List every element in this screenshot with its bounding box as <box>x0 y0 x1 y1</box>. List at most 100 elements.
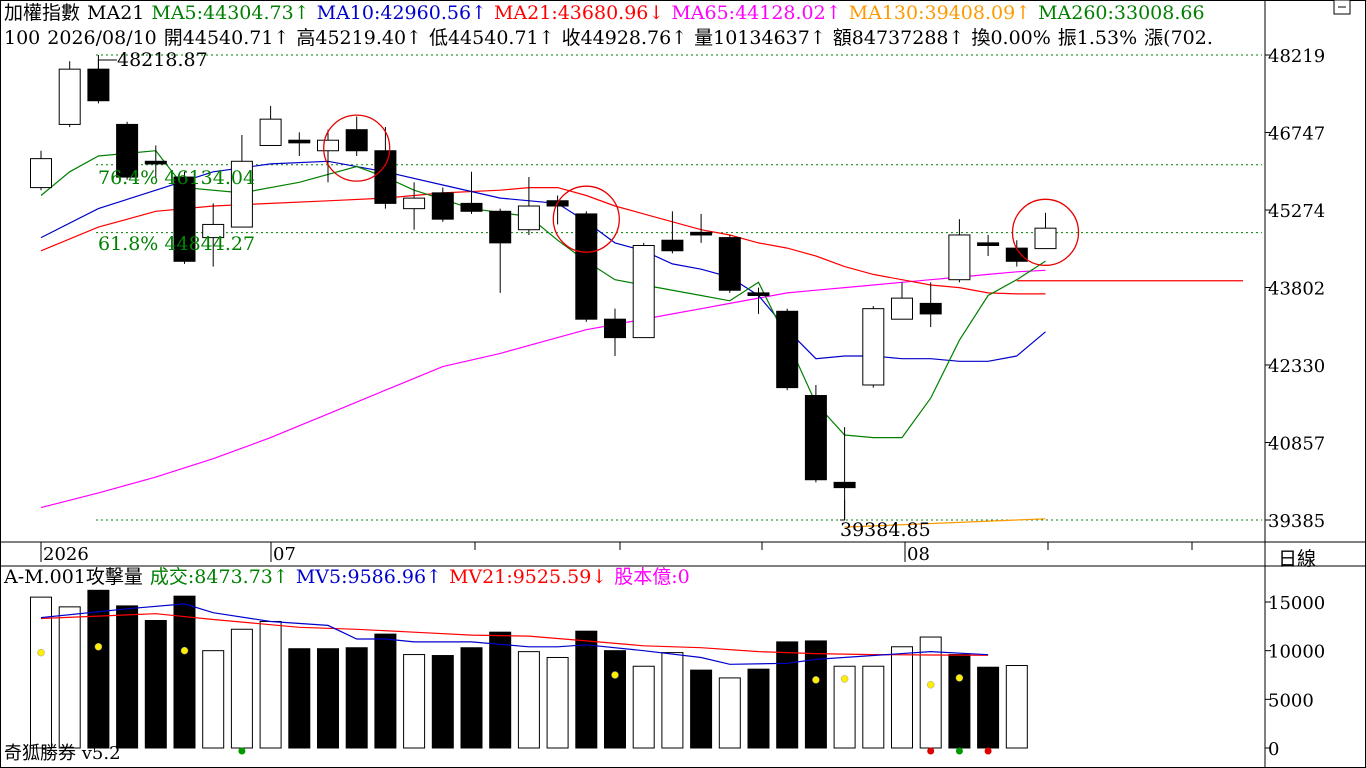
ohlc-item-9: 振1.53% <box>1057 27 1138 49</box>
header-item-7: MA260:33008.66 <box>1038 2 1205 24</box>
volume-bar <box>317 648 339 749</box>
mv21-line <box>40 613 989 656</box>
volume-bar <box>58 606 81 749</box>
candle-body <box>116 123 139 178</box>
highlight-circle <box>323 114 391 182</box>
ma130-line <box>844 518 1046 528</box>
volume-tick-label: 15000 <box>1268 593 1325 614</box>
volume-signal-dot-red <box>927 747 935 755</box>
price-tick-label: 46747 <box>1268 123 1325 144</box>
volume-indicator-header: A-M.001攻擊量 成交:8473.73↑ MV5:9586.96↑ MV21:95… <box>4 566 697 588</box>
volume-bar <box>632 665 655 749</box>
high-price-label: 48218.87 <box>117 49 208 71</box>
candle-body <box>259 118 282 146</box>
candle-body <box>862 308 885 386</box>
volume-bar <box>891 646 913 749</box>
candle-body <box>288 139 311 144</box>
header-item-1: MA21 <box>87 2 145 24</box>
volume-signal-dot-red <box>984 747 992 755</box>
candle-body <box>833 481 856 489</box>
volume-bar <box>259 620 282 749</box>
volume-bar <box>30 596 52 749</box>
candle-body <box>317 139 339 152</box>
candle-body <box>776 310 799 389</box>
ohlc-item-5: 收44928.76↑ <box>561 27 688 49</box>
candle-body <box>403 197 426 210</box>
volume-bar <box>1005 665 1028 749</box>
volume-bar <box>862 665 885 749</box>
highlight-circle <box>552 185 620 253</box>
price-tick-label: 39385 <box>1268 511 1325 532</box>
candle-body <box>575 213 598 320</box>
candle-body <box>58 68 81 125</box>
volume-bar <box>403 654 426 749</box>
volume-bar <box>144 619 167 749</box>
volume-bar <box>546 656 569 749</box>
ma65-line <box>40 269 1046 509</box>
volume-bar <box>604 650 626 749</box>
time-tick-label: 08 <box>907 544 930 565</box>
volume-bar <box>690 669 713 749</box>
volume-header-item-0: A-M.001攻擊量 <box>4 566 143 588</box>
candle-body <box>87 68 110 102</box>
candle-body <box>604 318 626 339</box>
volume-bar <box>116 605 139 749</box>
volume-bar <box>460 647 483 749</box>
mv5-line <box>40 603 989 665</box>
low-pointer <box>840 500 846 521</box>
candle-body <box>747 292 770 297</box>
volume-signal-dot-yellow <box>812 676 820 684</box>
volume-header-item-4: 股本億:0 <box>614 566 690 588</box>
volume-signal-dot-yellow <box>926 680 935 689</box>
header-item-4: MA21:43680.96↓ <box>493 2 665 24</box>
candle-body <box>977 242 1000 246</box>
volume-bar <box>431 655 454 749</box>
candle-body <box>804 395 827 481</box>
time-tick-label: 2026 <box>43 544 89 565</box>
price-tick-label: 43802 <box>1268 279 1325 300</box>
volume-tick-label: 0 <box>1268 739 1279 760</box>
candle-body <box>1005 247 1028 262</box>
price-tick-label: 45274 <box>1268 201 1325 222</box>
volume-bar <box>919 636 942 749</box>
volume-signal-dot-yellow <box>611 671 619 679</box>
volume-bar <box>517 651 540 749</box>
candle-body <box>661 239 684 252</box>
candle-body <box>173 176 196 262</box>
volume-signal-dot-yellow <box>37 648 45 657</box>
ohlc-item-3: 高45219.40↑ <box>296 27 422 49</box>
fib-618-label: 61.8% 44844.27 <box>98 233 255 255</box>
candle-body <box>374 150 397 204</box>
candle-body <box>690 231 713 236</box>
ohlc-item-1: 2026/08/10 <box>47 27 157 49</box>
candle-body <box>1034 227 1057 250</box>
volume-bar <box>489 631 512 749</box>
candle-body <box>891 297 913 320</box>
volume-bar <box>977 666 1000 749</box>
ohlc-item-4: 低44540.71↑ <box>428 27 555 49</box>
candle-body <box>517 205 540 231</box>
candle-body <box>460 202 483 212</box>
candle-body <box>632 244 655 339</box>
volume-bar <box>202 650 225 749</box>
volume-header-item-2: MV5:9586.96↑ <box>295 566 442 588</box>
volume-signal-dot-yellow <box>180 646 189 655</box>
candle-body <box>919 302 942 315</box>
header-item-3: MA10:42960.56↑ <box>316 2 487 24</box>
highlight-circle <box>1011 198 1080 266</box>
volume-bar <box>661 652 684 749</box>
ma5-line <box>40 150 1046 439</box>
volume-bar <box>747 668 770 749</box>
volume-bar <box>374 633 397 749</box>
candle-body <box>144 160 167 165</box>
high-pointer <box>97 59 117 71</box>
low-price-label: 39384.85 <box>840 519 931 541</box>
volume-signal-dot-green <box>955 747 963 755</box>
volume-bar <box>230 628 253 749</box>
candle-body <box>489 210 512 244</box>
volume-tick-label: 5000 <box>1268 690 1314 711</box>
ohlc-item-8: 換0.00% <box>971 27 1051 49</box>
ma21-line <box>40 187 1046 295</box>
period-label[interactable]: 日線 <box>1278 548 1317 570</box>
